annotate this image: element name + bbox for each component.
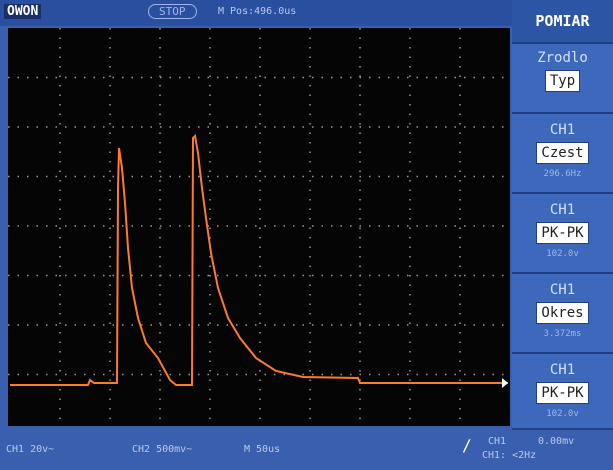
oscilloscope-screen: {"header": {"logo": "OWON", "status": "S… [0,0,613,470]
measurement-type[interactable]: Czest [536,142,588,164]
horizontal-position: M Pos:496.0us [218,6,296,17]
type-button[interactable]: Typ [545,70,580,92]
measurement-type[interactable]: PK-PK [536,222,588,244]
display-background [8,28,510,426]
status-bar: CH1 20v~ CH2 500mv~ M 50us ∕ CH1 0.00mv … [0,430,613,470]
measurement-channel: CH1 [512,362,613,378]
ch1-scale: CH1 20v~ [6,444,54,455]
measure-menu: POMIAR Zrodlo Typ CH1 Czest 296.6Hz CH1 PK-P… [512,0,613,430]
measurement-value: 296.6Hz [512,169,613,179]
measurement-section: CH1 Czest 296.6Hz [512,116,613,194]
timebase: M 50us [244,444,280,455]
measurement-channel: CH1 [512,202,613,218]
logo: OWON [4,4,41,19]
measurement-type[interactable]: PK-PK [536,382,588,404]
trigger-frequency: CH1: <2Hz [482,450,536,461]
measurement-section: CH1 PK-PK 102.0v [512,356,613,430]
measurement-section: CH1 PK-PK 102.0v [512,196,613,274]
trigger-channel: CH1 [488,436,506,447]
measurement-channel: CH1 [512,122,613,138]
run-status[interactable]: STOP [148,4,197,19]
ch2-scale: CH2 500mv~ [132,444,192,455]
trigger-level: 0.00mv [538,436,574,447]
measurement-section: CH1 Okres 3.372ms [512,276,613,354]
waveform-display [8,28,510,426]
measurement-value: 3.372ms [512,329,613,339]
measurement-value: 102.0v [512,409,613,419]
source-label: Zrodlo [512,50,613,66]
source-section: Zrodlo Typ [512,44,613,114]
menu-title: POMIAR [512,0,613,44]
trigger-edge-icon: ∕ [462,436,472,455]
measurement-type[interactable]: Okres [536,302,588,324]
measurement-value: 102.0v [512,249,613,259]
measurement-channel: CH1 [512,282,613,298]
